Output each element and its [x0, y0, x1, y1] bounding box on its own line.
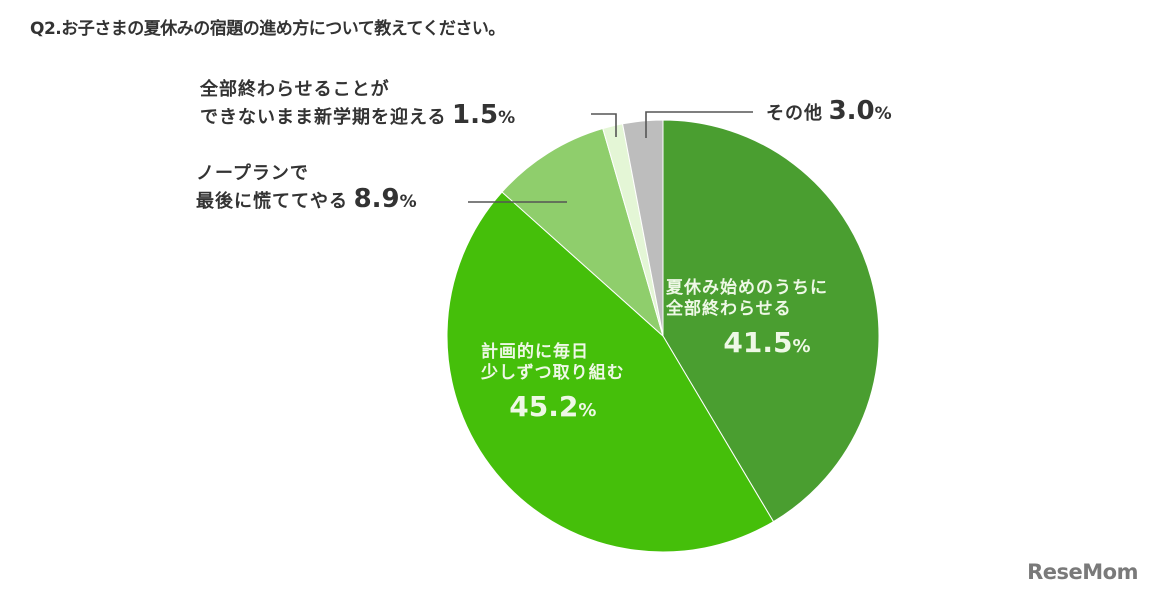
label-text: 少しずつ取り組む: [481, 363, 625, 384]
label-text: 全部終わらせることが: [200, 79, 390, 100]
leader-line-1-5: [591, 113, 617, 137]
label-value: 1.5: [452, 99, 499, 130]
label-daily: 計画的に毎日 少しずつ取り組む 45.2%: [481, 342, 625, 424]
label-value: 8.9: [353, 183, 400, 214]
label-value: 3.0: [828, 96, 875, 126]
leader-line-other: [645, 111, 753, 138]
chart-title: Q2.お子さまの夏休みの宿題の進め方について教えてください。: [30, 19, 505, 39]
resemom-logo: ReseMom: [1027, 560, 1138, 584]
label-value: 45.2: [509, 389, 579, 423]
label-text: できないまま新学期を迎える: [200, 106, 447, 128]
label-no-plan: ノープランで 最後に慌ててやる 8.9%: [196, 163, 417, 215]
label-unit: %: [498, 107, 516, 128]
label-text: その他: [766, 103, 823, 124]
label-text: 最後に慌ててやる: [196, 190, 348, 212]
pie-slice: [446, 191, 775, 553]
label-value: 41.5: [723, 325, 793, 359]
pie-slice: [501, 127, 664, 338]
label-unit: %: [399, 191, 417, 212]
label-text: 計画的に毎日: [481, 342, 589, 362]
label-unit: %: [792, 335, 811, 357]
pie-slice: [662, 119, 880, 523]
label-other: その他 3.0%: [766, 96, 892, 127]
pie-slices: [446, 119, 880, 553]
label-unit: %: [578, 399, 597, 421]
label-unfinished: 全部終わらせることが できないまま新学期を迎える 1.5%: [200, 79, 516, 131]
label-text: 全部終わらせる: [666, 299, 792, 320]
pie-slice: [621, 119, 664, 337]
label-early-finish: 夏休み始めのうちに 全部終わらせる 41.5%: [666, 278, 828, 360]
label-unit: %: [874, 104, 892, 124]
leader-lines: [468, 111, 753, 203]
label-text: 夏休み始めのうちに: [666, 278, 828, 298]
label-text: ノープランで: [196, 163, 309, 184]
